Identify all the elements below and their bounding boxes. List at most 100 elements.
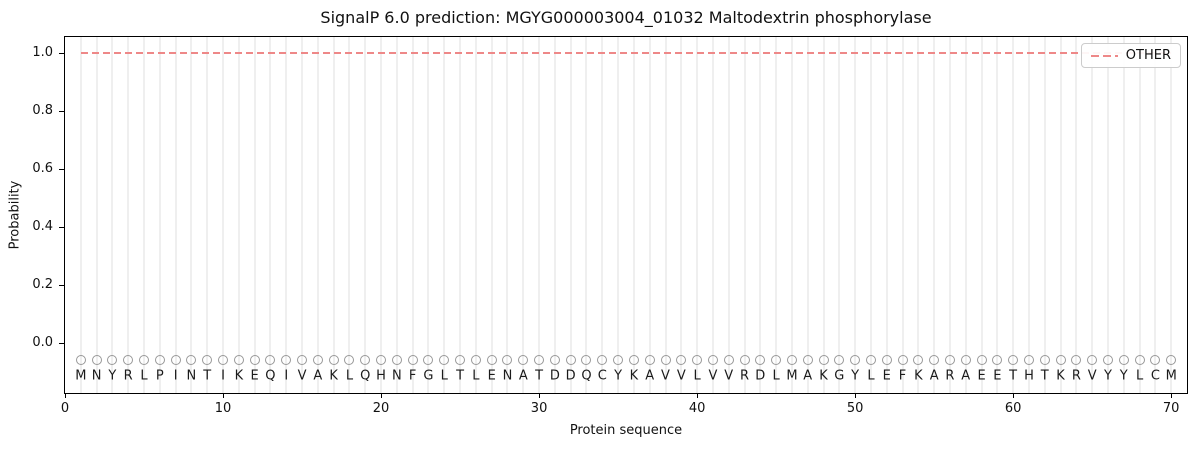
residue-letter: D <box>565 368 576 384</box>
residue-letter: T <box>1040 368 1049 384</box>
gridline <box>664 37 667 393</box>
residue-marker <box>613 354 624 365</box>
x-tick-label: 20 <box>372 401 390 416</box>
gridline <box>822 37 825 393</box>
gridline <box>253 37 256 393</box>
residue-marker <box>281 354 292 365</box>
residue-letter: N <box>391 368 402 384</box>
residue-marker <box>628 354 639 365</box>
gridline <box>601 37 604 393</box>
gridline <box>964 37 967 393</box>
residue-marker <box>676 354 687 365</box>
gridline <box>1106 37 1109 393</box>
residue-marker <box>486 354 497 365</box>
gridline <box>680 37 683 393</box>
residue-marker <box>976 354 987 365</box>
residue-marker <box>723 354 734 365</box>
residue-letter: E <box>487 368 496 384</box>
residue-marker <box>1039 354 1050 365</box>
residue-marker <box>455 354 466 365</box>
gridline <box>348 37 351 393</box>
x-tick-label: 50 <box>846 401 864 416</box>
y-tick <box>59 169 64 170</box>
y-tick <box>59 110 64 112</box>
gridline <box>285 37 288 393</box>
x-tick-label: 40 <box>688 401 706 416</box>
gridline <box>901 37 904 393</box>
residue-letter: A <box>929 368 939 384</box>
gridline <box>237 37 240 393</box>
gridline <box>411 37 414 393</box>
x-tick <box>65 393 66 398</box>
residue-letter: L <box>472 368 480 384</box>
residue-letter: A <box>961 368 971 384</box>
gridline <box>743 37 746 393</box>
gridline <box>1027 37 1030 393</box>
residue-letter: T <box>203 368 212 384</box>
residue-letter: Y <box>851 368 860 384</box>
residue-marker <box>534 354 545 365</box>
gridline <box>1012 37 1015 393</box>
x-axis-label: Protein sequence <box>569 423 683 438</box>
gridline <box>222 37 225 393</box>
residue-letter: L <box>140 368 148 384</box>
gridline <box>838 37 841 393</box>
residue-marker <box>423 354 434 365</box>
residue-letter: M <box>786 368 798 384</box>
gridline <box>711 37 714 393</box>
residue-marker <box>297 354 308 365</box>
residue-marker <box>1071 354 1082 365</box>
residue-letter: L <box>867 368 875 384</box>
residue-marker <box>913 354 924 365</box>
residue-letter: M <box>1165 368 1177 384</box>
residue-marker <box>391 354 402 365</box>
residue-marker <box>549 354 560 365</box>
y-tick-label: 0.8 <box>32 102 53 118</box>
residue-marker <box>1055 354 1066 365</box>
residue-marker <box>1166 354 1177 365</box>
gridline <box>301 37 304 393</box>
x-tick-label: 60 <box>1004 401 1022 416</box>
residue-marker <box>739 354 750 365</box>
residue-letter: D <box>755 368 766 384</box>
gridline <box>316 37 319 393</box>
gridline <box>790 37 793 393</box>
gridline <box>585 37 588 393</box>
residue-letter: T <box>1009 368 1018 384</box>
chart-title: SignalP 6.0 prediction: MGYG000003004_01… <box>320 8 932 27</box>
residue-letter: G <box>834 368 845 384</box>
residue-marker <box>850 354 861 365</box>
gridline <box>269 37 272 393</box>
residue-marker <box>518 354 529 365</box>
gridline <box>1122 37 1125 393</box>
residue-letter: M <box>75 368 87 384</box>
gridline <box>522 37 525 393</box>
residue-letter: I <box>173 368 178 384</box>
residue-letter: Y <box>108 368 117 384</box>
residue-letter: N <box>502 368 513 384</box>
residue-letter: K <box>234 368 244 384</box>
residue-letter: C <box>1150 368 1160 384</box>
residue-marker <box>755 354 766 365</box>
residue-marker <box>818 354 829 365</box>
gridline <box>174 37 177 393</box>
residue-marker <box>139 354 149 365</box>
residue-letter: A <box>645 368 655 384</box>
gridline <box>569 37 572 393</box>
residue-marker <box>565 354 576 365</box>
gridline <box>696 37 699 393</box>
residue-letter: R <box>1071 368 1081 384</box>
residue-marker <box>992 354 1003 365</box>
y-tick-label: 0.4 <box>32 219 53 235</box>
gridline <box>648 37 651 393</box>
residue-marker <box>865 354 876 365</box>
residue-letter: F <box>408 368 417 384</box>
gridline <box>332 37 335 393</box>
legend-dashed-line-sample <box>1090 54 1118 57</box>
residue-marker <box>107 354 118 365</box>
y-tick-label: 0.0 <box>32 335 53 351</box>
x-tick-label: 0 <box>60 401 70 416</box>
residue-letter: A <box>518 368 528 384</box>
residue-marker <box>786 354 797 365</box>
residue-letter: H <box>1024 368 1034 384</box>
